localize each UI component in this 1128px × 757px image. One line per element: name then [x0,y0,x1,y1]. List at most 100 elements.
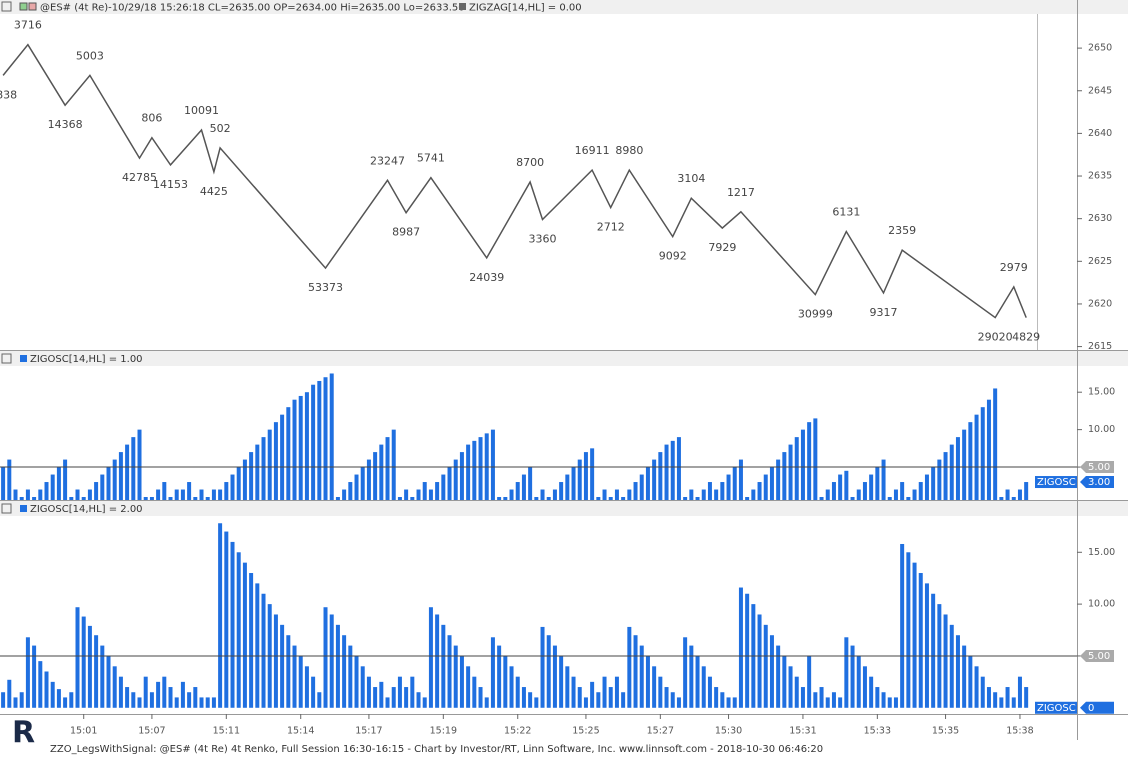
pivot-label: 14153 [153,178,188,191]
bar [453,645,458,708]
bar [32,497,37,500]
bar [577,459,582,500]
close-button[interactable] [1,353,12,364]
close-icons[interactable] [1,1,12,514]
pivot-label: 8700 [516,156,544,169]
x-tick-label: 15:33 [864,726,891,737]
bar [720,482,725,500]
bar [974,666,979,708]
bar [571,676,576,708]
bar [844,637,849,708]
bar [174,697,179,708]
bar [304,666,309,708]
series-tag-name: ZIGOSC [1037,477,1076,488]
bar [397,497,402,500]
x-tick-label: 15:31 [789,726,816,737]
y-tick-label: 10.00 [1088,424,1115,435]
bar [807,422,812,500]
bar [980,407,985,500]
bar [776,645,781,708]
pivot-label: 9092 [659,250,687,263]
bar [614,676,619,708]
bar [515,482,520,500]
bar [348,482,353,500]
bar [862,666,867,708]
bar [534,497,539,500]
bar [621,692,626,708]
close-button[interactable] [1,503,12,514]
bar [360,467,365,500]
bar [131,692,136,708]
bar [218,489,223,500]
bar [472,676,477,708]
x-tick-label: 15:22 [504,726,531,737]
bar [218,523,223,708]
bar [943,452,948,500]
bar [360,666,365,708]
bar [980,676,985,708]
bar [664,687,669,708]
bar [751,489,756,500]
bar [1011,497,1016,500]
bar [94,635,99,708]
bar [168,687,173,708]
bar [937,459,942,500]
bar [149,692,154,708]
bar [528,467,533,500]
bar [56,467,61,500]
value-tag-label: 0 [1088,703,1094,714]
bar [800,429,805,500]
pivot-label: 0838 [0,88,17,101]
bar [1,467,6,500]
value-tag-label: 3.00 [1088,477,1110,488]
value-tag [1080,476,1114,489]
bar [918,482,923,500]
logo-letter: R [12,716,35,751]
pivot-label: 8987 [392,226,420,239]
bar [856,489,861,500]
y-tick-label: 15.00 [1088,547,1115,558]
bar [404,687,409,708]
x-tick-label: 15:11 [213,726,240,737]
legend-icon [28,2,37,11]
x-tick-label: 15:14 [287,726,314,737]
bar [242,562,247,708]
bar [410,497,415,500]
bar [143,497,148,500]
bar [807,655,812,708]
bar [428,489,433,500]
bar [317,692,322,708]
bar [94,482,99,500]
bar [205,697,210,708]
bar [162,482,167,500]
bar [745,593,750,708]
bar [87,489,92,500]
bar [546,635,551,708]
bar [44,671,49,708]
close-button[interactable] [1,1,12,12]
bar [738,587,743,708]
bar [931,593,936,708]
bar [354,655,359,708]
bar [38,489,43,500]
bar [441,624,446,708]
bar [422,482,427,500]
bar [875,687,880,708]
bar [608,497,613,500]
bar [887,697,892,708]
bar [118,676,123,708]
bar [478,687,483,708]
bar [193,687,198,708]
bar [838,697,843,708]
bar [689,645,694,708]
bar [838,474,843,500]
y-tick-label: 2645 [1088,85,1112,96]
bar [627,489,632,500]
bar [459,452,464,500]
y-tick-label: 2630 [1088,213,1112,224]
bar [683,497,688,500]
bar [999,497,1004,500]
bar [379,681,384,708]
bar [75,489,80,500]
